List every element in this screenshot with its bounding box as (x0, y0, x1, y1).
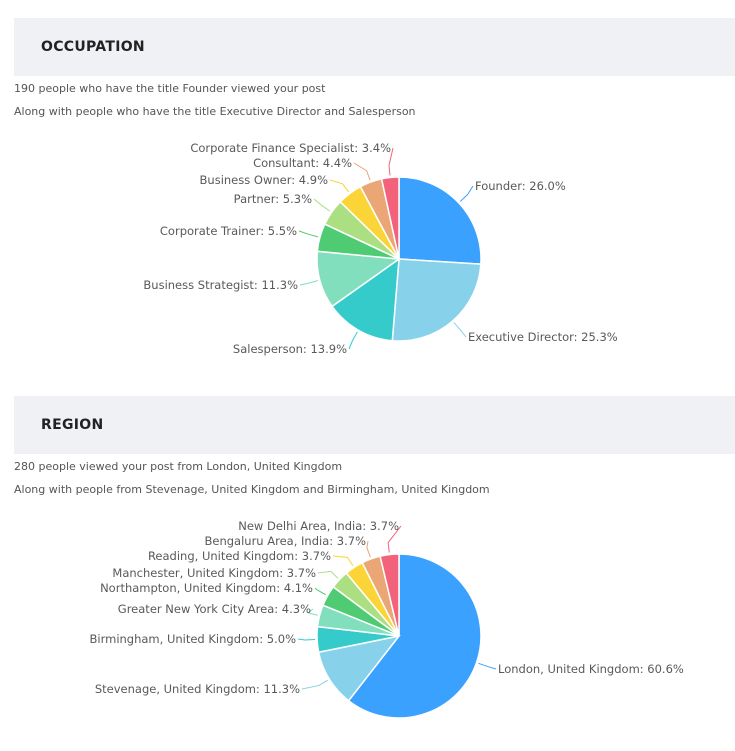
occupation-title: OCCUPATION (41, 39, 145, 55)
label-leader-line (366, 540, 371, 558)
label-leader-line (459, 185, 474, 202)
label-leader-line (317, 570, 339, 579)
slice-label: London, United Kingdom: 60.6% (498, 662, 684, 676)
occupation-summary: 190 people who have the title Founder vi… (14, 82, 326, 95)
label-leader-line (348, 331, 358, 350)
slice-label: Corporate Trainer: 5.5% (160, 224, 297, 238)
occupation-pie-chart: Founder: 26.0% Executive Director: 25.3% S… (143, 141, 618, 356)
label-leader-line (301, 679, 328, 690)
region-title: REGION (41, 417, 104, 433)
label-leader-line (298, 230, 319, 238)
slice-label: Salesperson: 13.9% (233, 342, 347, 356)
label-leader-line (329, 179, 349, 193)
label-leader-line (388, 147, 394, 176)
label-leader-line (313, 198, 331, 212)
slice-label: Birmingham, United Kingdom: 5.0% (90, 632, 297, 646)
pie-slice[interactable] (398, 176, 482, 265)
slice-label: Executive Director: 25.3% (468, 330, 618, 344)
pie-slice[interactable] (391, 258, 482, 342)
label-leader-line (314, 587, 327, 596)
slice-label: Greater New York City Area: 4.3% (118, 602, 311, 616)
slice-label: Northampton, United Kingdom: 4.1% (100, 581, 313, 595)
pie-slice[interactable] (331, 257, 400, 342)
occupation-header: OCCUPATION (14, 18, 735, 76)
slice-label: Reading, United Kingdom: 3.7% (148, 549, 331, 563)
label-leader-line (306, 608, 318, 616)
slice-label: Consultant: 4.4% (253, 156, 352, 170)
pie-slice[interactable] (347, 553, 482, 719)
slice-label: New Delhi Area, India: 3.7% (238, 519, 399, 533)
label-leader-line (478, 662, 497, 670)
label-leader-line (453, 322, 467, 338)
slice-label: Stevenage, United Kingdom: 11.3% (95, 682, 300, 696)
region-detail: Along with people from Stevenage, United… (14, 483, 490, 496)
slice-label: Corporate Finance Specialist: 3.4% (190, 141, 391, 155)
slice-label: Business Owner: 4.9% (200, 173, 329, 187)
pie-slice[interactable] (380, 176, 400, 260)
label-leader-line (299, 280, 318, 286)
label-leader-line (332, 555, 354, 567)
slice-label: Bengaluru Area, India: 3.7% (205, 534, 367, 548)
slice-label: Partner: 5.3% (234, 192, 312, 206)
region-summary: 280 people viewed your post from London,… (14, 460, 343, 473)
slice-label: Business Strategist: 11.3% (143, 278, 298, 292)
pie-slice[interactable] (379, 553, 400, 637)
label-leader-line (387, 525, 402, 553)
slice-label: Founder: 26.0% (475, 179, 566, 193)
label-leader-line (353, 162, 371, 181)
slice-label: Manchester, United Kingdom: 3.7% (112, 566, 316, 580)
occupation-detail: Along with people who have the title Exe… (14, 105, 416, 118)
label-leader-line (297, 638, 316, 641)
region-header: REGION (14, 396, 735, 454)
